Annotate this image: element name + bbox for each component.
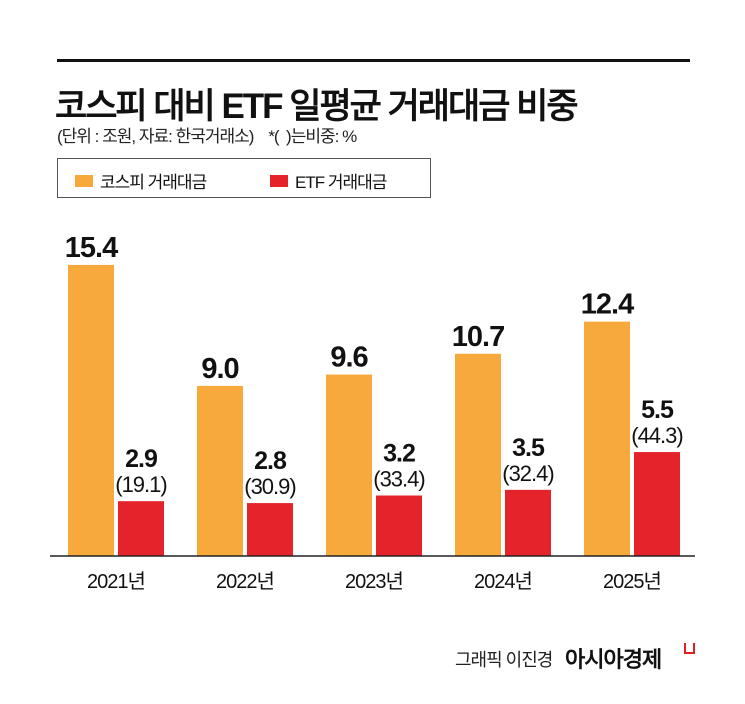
value-label-etf: 3.2 bbox=[383, 440, 415, 468]
value-label-kospi: 9.0 bbox=[201, 353, 238, 385]
graphic-credit: 그래픽 이진경 bbox=[455, 650, 553, 670]
value-label-kospi: 10.7 bbox=[452, 321, 504, 353]
legend-item-etf: ETF 거래대금 bbox=[270, 168, 387, 193]
bar-kospi-2023년 bbox=[326, 374, 372, 556]
bar-etf-2023년 bbox=[376, 495, 422, 556]
legend-swatch-kospi bbox=[75, 174, 93, 187]
bar-etf-2024년 bbox=[505, 489, 551, 556]
x-tick-label: 2021년 bbox=[87, 570, 145, 593]
x-tick-label: 2024년 bbox=[474, 570, 532, 593]
legend-swatch-etf bbox=[270, 174, 288, 187]
value-label-etf: 2.9 bbox=[125, 445, 157, 473]
value-label-etf: 3.5 bbox=[512, 434, 545, 462]
bar-kospi-2024년 bbox=[455, 353, 501, 556]
brand-mark-icon bbox=[684, 643, 695, 654]
chart-title: 코스피 대비 ETF 일평균 거래대금 비중 bbox=[55, 87, 579, 126]
bar-etf-2025년 bbox=[634, 452, 680, 556]
bar-kospi-2021년 bbox=[68, 264, 114, 556]
chart-subtitle: (단위 : 조원, 자료: 한국거래소) *( )는비중: % bbox=[57, 127, 357, 146]
legend: 코스피 거래대금 ETF 거래대금 bbox=[57, 158, 431, 198]
share-label-etf: (32.4) bbox=[502, 461, 553, 486]
share-label-etf: (33.4) bbox=[373, 467, 424, 492]
bar-etf-2022년 bbox=[247, 503, 293, 556]
bar-kospi-2022년 bbox=[197, 385, 243, 556]
x-tick-label: 2023년 bbox=[345, 570, 403, 593]
legend-label-kospi: 코스피 거래대금 bbox=[100, 173, 207, 192]
value-label-kospi: 12.4 bbox=[581, 289, 634, 321]
value-label-etf: 5.5 bbox=[641, 396, 674, 424]
x-tick-label: 2025년 bbox=[603, 570, 661, 593]
value-label-kospi: 15.4 bbox=[65, 232, 118, 264]
share-label-etf: (30.9) bbox=[244, 474, 295, 499]
brand-logo: 아시아경제 bbox=[565, 647, 662, 672]
top-rule bbox=[57, 59, 690, 62]
share-label-etf: (19.1) bbox=[115, 472, 166, 497]
bar-kospi-2025년 bbox=[584, 321, 630, 556]
share-label-etf: (44.3) bbox=[631, 423, 682, 448]
x-tick-label: 2022년 bbox=[216, 570, 274, 593]
bar-etf-2021년 bbox=[118, 501, 164, 556]
legend-item-kospi: 코스피 거래대금 bbox=[75, 168, 207, 193]
value-label-kospi: 9.6 bbox=[330, 342, 368, 374]
legend-label-etf: ETF 거래대금 bbox=[295, 173, 387, 192]
value-label-etf: 2.8 bbox=[254, 447, 287, 475]
